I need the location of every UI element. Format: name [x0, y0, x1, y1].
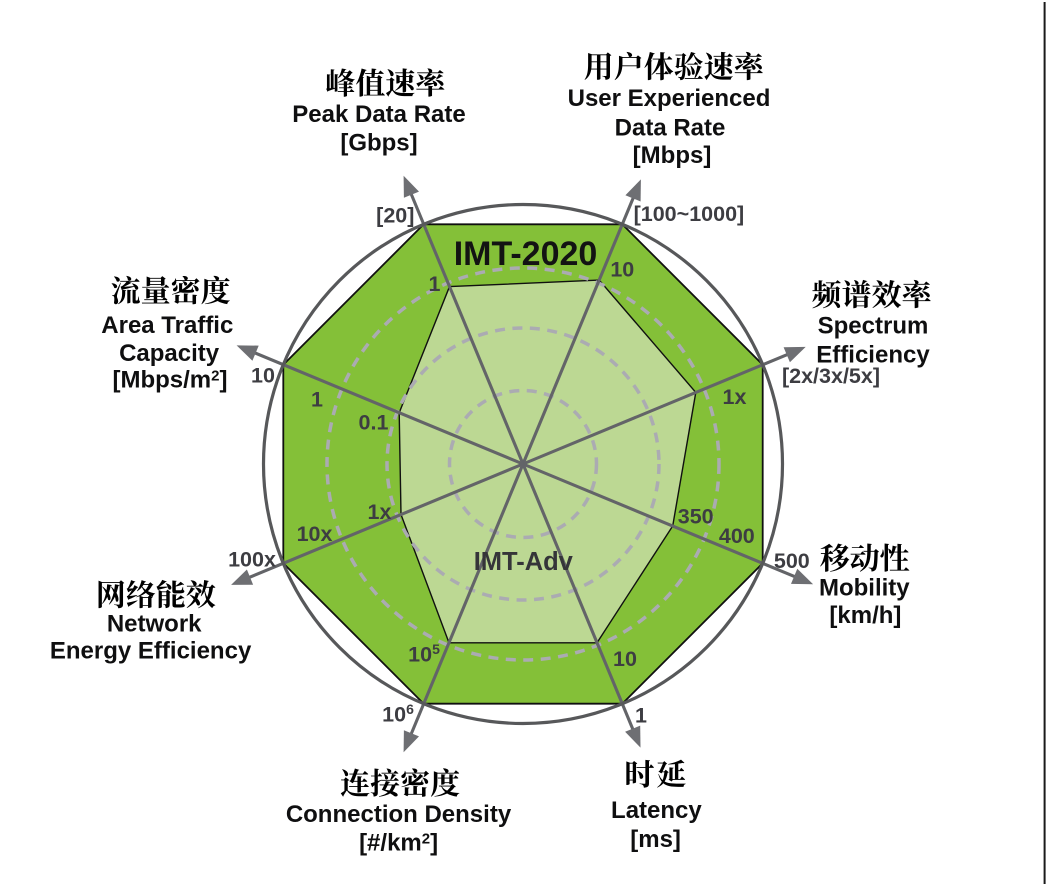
svg-text:[20]: [20] — [376, 204, 414, 228]
svg-text:10: 10 — [613, 647, 637, 671]
svg-text:IMT-Adv: IMT-Adv — [474, 548, 574, 576]
svg-text:0.1: 0.1 — [359, 411, 389, 435]
svg-text:[Mbps/m2]: [Mbps/m2] — [112, 367, 227, 394]
svg-text:400: 400 — [719, 524, 755, 548]
svg-text:[Mbps]: [Mbps] — [633, 142, 712, 169]
svg-text:Data Rate: Data Rate — [615, 115, 726, 142]
svg-text:Connection Density: Connection Density — [286, 801, 512, 828]
svg-text:Mobility: Mobility — [819, 575, 910, 602]
svg-text:10: 10 — [251, 364, 275, 388]
svg-text:IMT-2020: IMT-2020 — [454, 235, 598, 273]
svg-text:[2x/3x/5x]: [2x/3x/5x] — [782, 364, 880, 388]
svg-text:350: 350 — [678, 505, 714, 529]
svg-text:1: 1 — [429, 272, 441, 296]
svg-text:10: 10 — [610, 258, 634, 282]
svg-text:1: 1 — [311, 388, 323, 412]
svg-text:Energy Efficiency: Energy Efficiency — [50, 638, 252, 665]
svg-text:Area Traffic: Area Traffic — [101, 312, 233, 339]
svg-text:Peak Data Rate: Peak Data Rate — [292, 101, 465, 128]
svg-text:Spectrum: Spectrum — [818, 313, 929, 340]
svg-text:Latency: Latency — [611, 797, 702, 824]
svg-text:Network: Network — [107, 611, 202, 638]
svg-text:[100~1000]: [100~1000] — [634, 202, 745, 226]
svg-text:[ms]: [ms] — [630, 826, 681, 853]
svg-text:User Experienced: User Experienced — [568, 85, 771, 112]
svg-text:10x: 10x — [297, 522, 333, 546]
svg-text:Capacity: Capacity — [119, 340, 220, 367]
svg-text:100x: 100x — [228, 548, 276, 572]
svg-text:1x: 1x — [723, 385, 747, 409]
svg-text:[km/h]: [km/h] — [829, 602, 901, 629]
svg-text:1x: 1x — [368, 500, 392, 524]
svg-text:500: 500 — [774, 549, 810, 573]
svg-text:Efficiency: Efficiency — [816, 342, 930, 369]
svg-text:[Gbps]: [Gbps] — [340, 130, 417, 157]
svg-text:1: 1 — [635, 704, 647, 728]
